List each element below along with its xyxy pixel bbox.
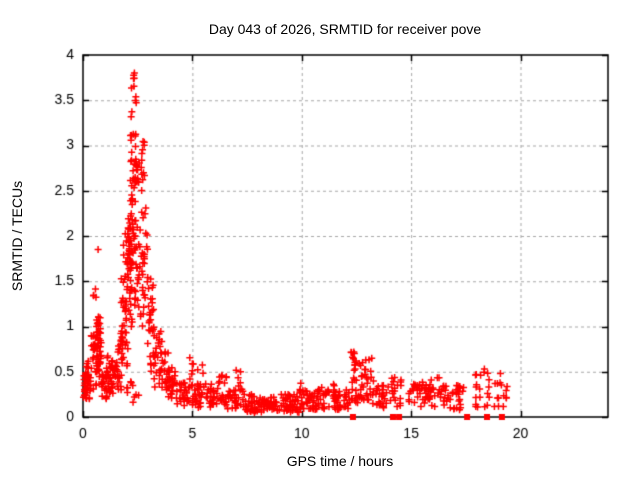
y-axis-label: SRMTID / TECUs <box>9 180 25 292</box>
x-axis-label: GPS time / hours <box>286 453 394 469</box>
chart-title: Day 043 of 2026, SRMTID for receiver pov… <box>208 21 482 37</box>
